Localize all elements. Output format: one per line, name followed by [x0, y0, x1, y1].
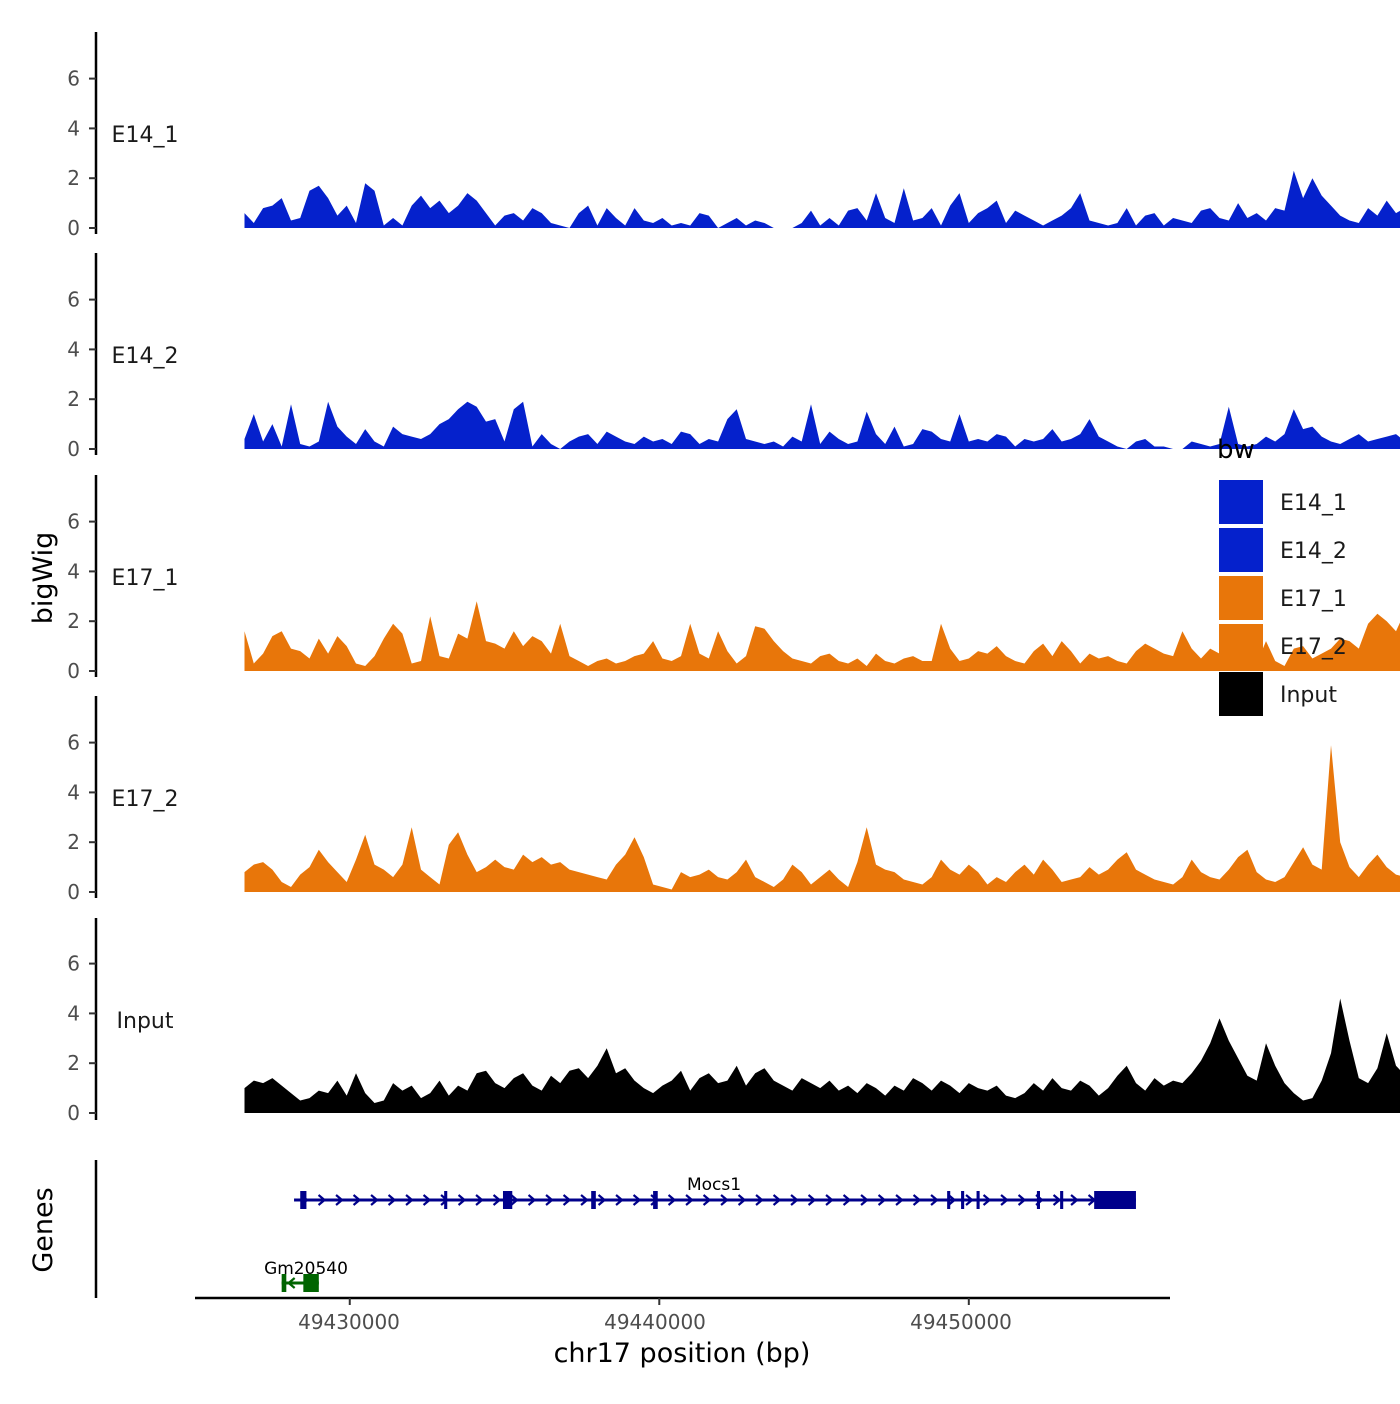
x-tick-label: 49440000	[604, 1310, 706, 1334]
legend-swatch	[1219, 624, 1263, 668]
y-tick-label: 2	[67, 609, 80, 633]
gene-name-label-gm20540: Gm20540	[264, 1259, 348, 1279]
y-tick-label: 0	[67, 1101, 80, 1125]
legend-title: bw	[1217, 435, 1255, 465]
y-tick-label: 4	[67, 116, 80, 140]
signal-area-E17_2	[245, 720, 1400, 892]
y-tick-label: 4	[67, 1001, 80, 1025]
legend-item: E14_1	[1219, 480, 1347, 524]
genes-layer	[282, 1191, 1136, 1292]
y-tick-label: 2	[67, 166, 80, 190]
legend-label: E17_2	[1280, 635, 1347, 660]
y-ticks-layer: 0 2 4 6	[67, 952, 96, 1125]
y-axis-title: bigWig	[28, 532, 59, 625]
gene-exon	[653, 1191, 658, 1209]
legend-swatch	[1219, 576, 1263, 620]
gene-exon	[977, 1191, 980, 1209]
legend-label: E14_2	[1280, 539, 1347, 564]
y-tick-label: 2	[67, 1051, 80, 1075]
gene-exon	[1037, 1191, 1040, 1209]
track-panel-E14_2: 0 2 4 6 E14_2	[67, 253, 1400, 461]
legend-item: E14_2	[1219, 528, 1347, 572]
legend-item: Input	[1219, 672, 1337, 716]
gene-exon	[947, 1191, 950, 1209]
track-panel-Input: 0 2 4 6 Input	[67, 918, 1400, 1125]
track-label: E17_2	[112, 787, 179, 812]
gene-exon	[961, 1191, 964, 1209]
track-label: E14_1	[112, 123, 179, 148]
y-tick-label: 2	[67, 387, 80, 411]
track-panel-E17_2: 0 2 4 6 E17_2	[67, 696, 1400, 904]
gene-exon	[300, 1191, 306, 1209]
track-label: E14_2	[112, 344, 179, 369]
y-ticks-layer: 0 2 4 6	[67, 510, 96, 683]
legend-label: Input	[1280, 683, 1337, 708]
track-panel-E17_1: 0 2 4 6 E17_1	[67, 475, 1400, 683]
genes-axis-title: Genes	[28, 1187, 59, 1272]
y-tick-label: 0	[67, 880, 80, 904]
y-ticks-layer: 0 2 4 6	[67, 67, 96, 240]
y-tick-label: 6	[67, 510, 80, 534]
legend-label: E17_1	[1280, 587, 1347, 612]
y-tick-label: 6	[67, 952, 80, 976]
genes-panel: Genes Mocs1 Gm20540	[28, 1160, 1136, 1298]
track-label: Input	[117, 1009, 174, 1034]
y-ticks-layer: 0 2 4 6	[67, 731, 96, 904]
track-area-layer	[245, 344, 1400, 449]
x-tick-label: 49430000	[298, 1310, 400, 1334]
y-tick-label: 0	[67, 216, 80, 240]
legend-item: E17_1	[1219, 576, 1347, 620]
y-tick-label: 4	[67, 337, 80, 361]
legend-label: E14_1	[1280, 491, 1347, 516]
y-tick-label: 6	[67, 67, 80, 91]
x-axis-title: chr17 position (bp)	[554, 1338, 811, 1369]
signal-area-E14_1	[245, 96, 1400, 228]
gene-exon	[444, 1191, 447, 1209]
signal-area-Input	[245, 924, 1400, 1113]
y-tick-label: 6	[67, 288, 80, 312]
gene-exon	[1060, 1191, 1063, 1209]
legend-swatch	[1219, 528, 1263, 572]
track-panel-E14_1: 0 2 4 6 E14_1	[67, 32, 1400, 240]
y-tick-label: 4	[67, 559, 80, 583]
y-tick-label: 0	[67, 437, 80, 461]
y-tick-label: 0	[67, 659, 80, 683]
gene-exon	[503, 1191, 512, 1209]
x-tick-label: 49450000	[910, 1310, 1012, 1334]
y-tick-label: 2	[67, 830, 80, 854]
y-tick-label: 6	[67, 731, 80, 755]
track-label: E17_1	[112, 566, 179, 591]
track-area-layer	[245, 720, 1400, 892]
track-area-layer	[245, 96, 1400, 228]
gene-exon	[591, 1191, 596, 1209]
y-ticks-layer: 0 2 4 6	[67, 288, 96, 461]
legend: bw E14_1 E14_2 E17_1 E17_2 Input	[1217, 435, 1347, 716]
signal-area-E14_2	[245, 344, 1400, 449]
legend-swatch	[1219, 672, 1263, 716]
gene-name-label-mocs1: Mocs1	[687, 1175, 741, 1195]
track-area-layer	[245, 924, 1400, 1113]
y-tick-label: 4	[67, 780, 80, 804]
legend-swatch	[1219, 480, 1263, 524]
gene-exon	[1094, 1191, 1136, 1209]
